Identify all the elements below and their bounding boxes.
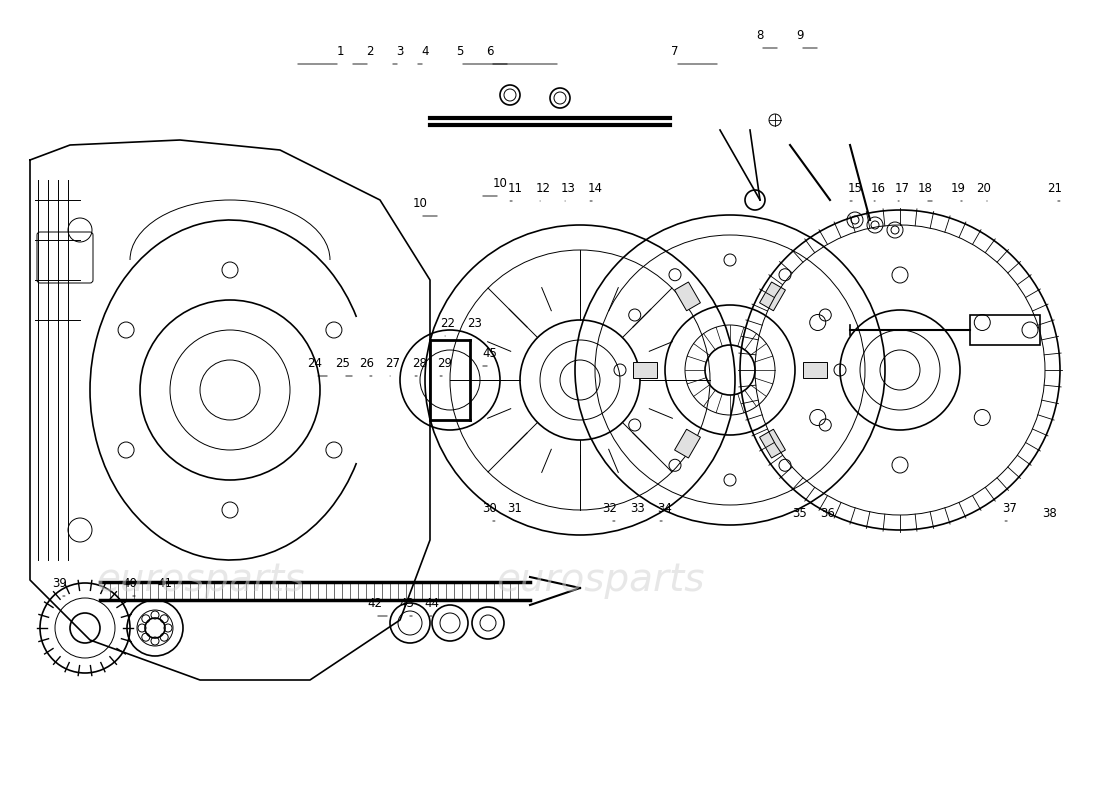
Text: 19: 19 <box>950 182 966 195</box>
Text: 11: 11 <box>507 182 522 195</box>
Text: 9: 9 <box>796 29 804 42</box>
Bar <box>632 362 657 378</box>
Text: 29: 29 <box>438 357 452 370</box>
Text: 34: 34 <box>658 502 672 515</box>
Text: 31: 31 <box>507 502 522 515</box>
Text: 3: 3 <box>396 45 404 58</box>
Text: 1: 1 <box>337 45 343 58</box>
Text: 23: 23 <box>468 317 483 330</box>
Text: 14: 14 <box>587 182 603 195</box>
Text: 30: 30 <box>483 502 497 515</box>
Text: 22: 22 <box>440 317 455 330</box>
Text: 32: 32 <box>603 502 617 515</box>
Text: 27: 27 <box>385 357 400 370</box>
Text: 44: 44 <box>425 597 440 610</box>
Text: 45: 45 <box>483 347 497 360</box>
Text: 10: 10 <box>412 197 428 210</box>
Text: 38: 38 <box>1043 507 1057 520</box>
Text: 25: 25 <box>336 357 351 370</box>
Bar <box>760 282 785 310</box>
Text: 15: 15 <box>848 182 862 195</box>
Text: 13: 13 <box>561 182 575 195</box>
Text: 33: 33 <box>630 502 646 515</box>
Text: 35: 35 <box>793 507 807 520</box>
Text: 8: 8 <box>757 29 763 42</box>
Text: 20: 20 <box>977 182 991 195</box>
Text: 26: 26 <box>360 357 374 370</box>
Text: eurosparts: eurosparts <box>496 561 704 599</box>
Text: 42: 42 <box>367 597 383 610</box>
Text: 36: 36 <box>821 507 835 520</box>
Text: 5: 5 <box>456 45 464 58</box>
Bar <box>803 362 827 378</box>
Text: 39: 39 <box>53 577 67 590</box>
Text: eurosparts: eurosparts <box>96 561 305 599</box>
Text: 17: 17 <box>894 182 910 195</box>
Text: 4: 4 <box>421 45 429 58</box>
Text: 40: 40 <box>122 577 138 590</box>
Text: 43: 43 <box>399 597 415 610</box>
Bar <box>674 430 701 458</box>
Text: 10: 10 <box>493 177 507 190</box>
Text: 24: 24 <box>308 357 322 370</box>
Bar <box>674 282 701 310</box>
Text: 16: 16 <box>870 182 886 195</box>
Text: 28: 28 <box>412 357 428 370</box>
Text: 2: 2 <box>366 45 374 58</box>
Bar <box>760 430 785 458</box>
Text: 12: 12 <box>536 182 550 195</box>
Text: 6: 6 <box>486 45 494 58</box>
Bar <box>970 315 1040 345</box>
Text: 21: 21 <box>1047 182 1063 195</box>
Text: 37: 37 <box>1002 502 1018 515</box>
Text: 18: 18 <box>917 182 933 195</box>
Text: 7: 7 <box>671 45 679 58</box>
Text: 41: 41 <box>157 577 173 590</box>
